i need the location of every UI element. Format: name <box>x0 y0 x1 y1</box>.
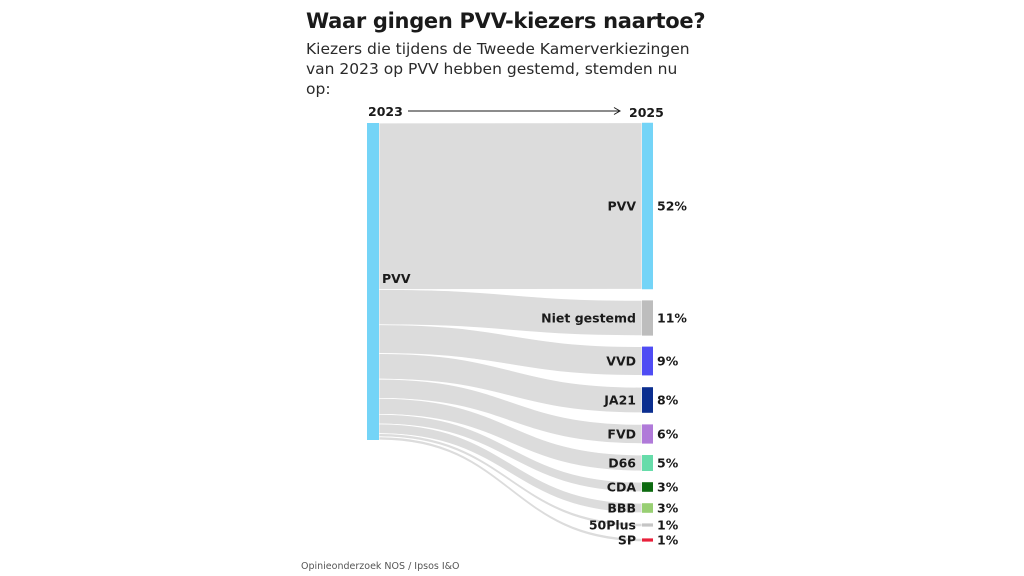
target-value-ja21: 8% <box>657 393 679 408</box>
target-node-sp <box>642 538 653 542</box>
target-node-ja21 <box>642 387 653 413</box>
target-node-cda <box>642 482 653 492</box>
target-value-niet-gestemd: 11% <box>657 311 687 326</box>
target-label-fvd: FVD <box>607 427 636 442</box>
target-node-vvd <box>642 346 653 376</box>
target-node-bbb <box>642 503 653 513</box>
node-group <box>367 122 653 542</box>
target-label-pvv: PVV <box>607 199 636 214</box>
target-label-d66: D66 <box>608 456 636 471</box>
target-value-cda: 3% <box>657 480 679 495</box>
target-node-fvd <box>642 424 653 444</box>
target-value-pvv: 52% <box>657 199 687 214</box>
target-value-50plus: 1% <box>657 518 679 533</box>
target-label-ja21: JA21 <box>603 393 636 408</box>
target-value-bbb: 3% <box>657 501 679 516</box>
label-group: PVV 52% Niet gestemd 11% VVD 9% JA21 8% FVD 6% D66… <box>382 199 687 548</box>
target-label-bbb: BBB <box>607 501 636 516</box>
target-label-sp: SP <box>618 533 636 548</box>
target-node-d66 <box>642 454 653 472</box>
source-label-pvv: PVV <box>382 271 411 286</box>
source-node-pvv <box>367 123 379 440</box>
target-label-vvd: VVD <box>606 354 636 369</box>
flow-pvv <box>378 122 643 290</box>
target-node-pvv <box>642 122 653 290</box>
target-node-niet-gestemd <box>642 300 653 336</box>
chart-source: Opinieonderzoek NOS / Ipsos I&O <box>301 561 460 572</box>
direction-arrow-head-icon <box>613 107 621 115</box>
target-label-cda: CDA <box>607 480 637 495</box>
target-node-50plus <box>642 523 653 527</box>
chart-subtitle: Kiezers die tijdens de Tweede Kamerverki… <box>306 40 690 98</box>
target-value-d66: 5% <box>657 456 679 471</box>
year-header: 2023 2025 <box>368 104 664 120</box>
year-to-label: 2025 <box>629 105 664 120</box>
target-label-niet-gestemd: Niet gestemd <box>541 311 636 326</box>
target-label-50plus: 50Plus <box>589 518 636 533</box>
year-from-label: 2023 <box>368 104 403 119</box>
target-value-sp: 1% <box>657 533 679 548</box>
flow-group <box>378 122 643 543</box>
chart-title: Waar gingen PVV-kiezers naartoe? <box>306 9 706 33</box>
target-value-fvd: 6% <box>657 427 679 442</box>
target-value-vvd: 9% <box>657 354 679 369</box>
